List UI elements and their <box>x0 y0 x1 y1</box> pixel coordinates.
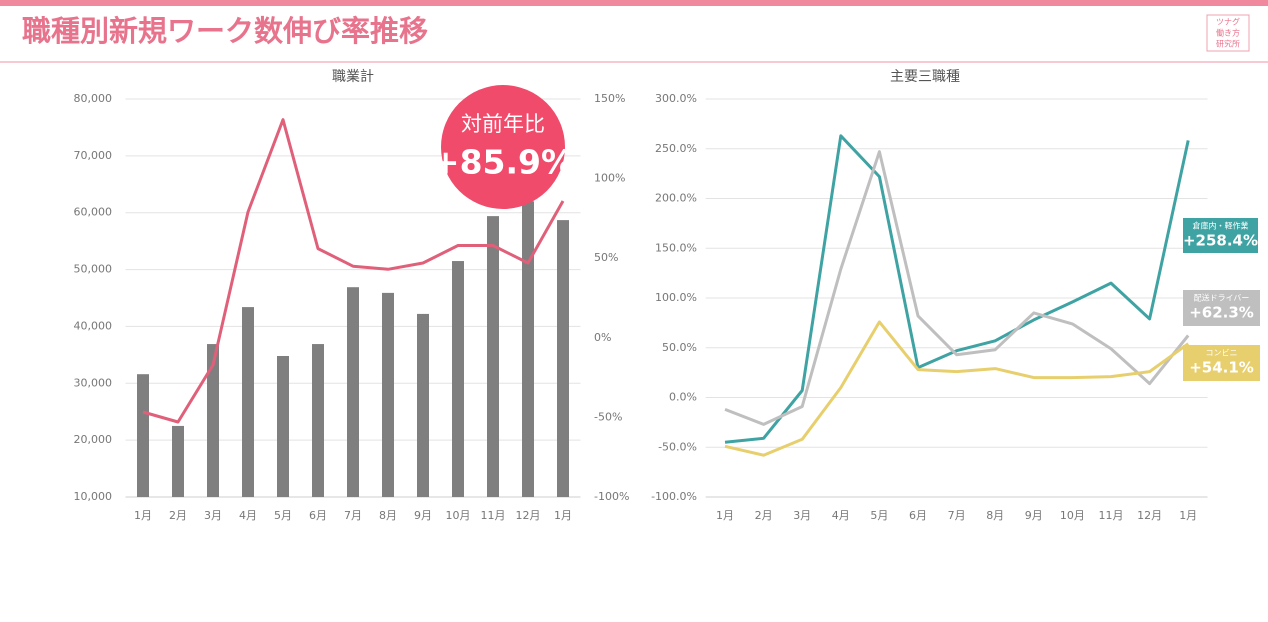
value-label: +62.3% <box>1189 304 1254 322</box>
x-tick-label: 1月 <box>134 509 152 522</box>
y-tick-label: 0.0% <box>669 391 697 404</box>
y-tick-label: 40,000 <box>74 319 113 332</box>
y-tick-label: 60,000 <box>74 206 113 219</box>
x-tick-label: 9月 <box>414 509 432 522</box>
x-tick-label: 1月 <box>716 509 734 522</box>
bar <box>417 313 429 497</box>
logo-box <box>1206 14 1250 52</box>
x-tick-label: 2月 <box>169 509 187 522</box>
x-tick-label: 2月 <box>755 509 773 522</box>
x-tick-label: 3月 <box>204 509 222 522</box>
bar <box>487 216 499 497</box>
y-tick-label: 70,000 <box>74 149 113 162</box>
value-label: +54.1% <box>1189 359 1254 377</box>
badge <box>441 85 565 209</box>
y-tick-label: -50.0% <box>658 440 697 453</box>
y-tick-label: 250.0% <box>655 142 697 155</box>
x-tick-label: 8月 <box>379 509 397 522</box>
x-tick-label: 11月 <box>481 509 506 522</box>
y2-tick-label: 100% <box>594 172 625 185</box>
x-tick-label: 10月 <box>1060 509 1085 522</box>
logo-text: ツナグ <box>1216 17 1240 27</box>
x-tick-label: 7月 <box>948 509 966 522</box>
y2-tick-label: -50% <box>594 410 622 423</box>
x-tick-label: 6月 <box>309 509 327 522</box>
y2-tick-label: 150% <box>594 92 625 105</box>
value-label: +258.4% <box>1183 232 1258 250</box>
bar <box>137 374 149 497</box>
bar <box>522 201 534 498</box>
y-tick-label: 20,000 <box>74 433 113 446</box>
y-tick-label: 80,000 <box>74 92 113 105</box>
bar <box>347 287 359 497</box>
y2-tick-label: -100% <box>594 490 629 503</box>
x-tick-label: 6月 <box>909 509 927 522</box>
series-name: コンビニ <box>1206 349 1238 358</box>
x-tick-label: 12月 <box>516 509 541 522</box>
bar <box>452 261 464 497</box>
x-tick-label: 1月 <box>1179 509 1197 522</box>
x-tick-label: 1月 <box>554 509 572 522</box>
chart-title: 主要三職種 <box>890 69 960 85</box>
bar <box>242 307 254 497</box>
page-title: 職種別新規ワーク数伸び率推移 <box>22 14 428 48</box>
value-label: +85.9% <box>432 143 574 182</box>
x-tick-label: 4月 <box>832 509 850 522</box>
bar <box>172 425 184 497</box>
line-series <box>142 118 565 424</box>
logo-text: 働き方 <box>1216 28 1240 38</box>
x-tick-label: 9月 <box>1025 509 1043 522</box>
badge-caption: 対前年比 <box>461 112 545 136</box>
y2-tick-label: 0% <box>594 331 611 344</box>
y-tick-label: 50.0% <box>662 341 697 354</box>
y-tick-label: 10,000 <box>74 490 113 503</box>
y-tick-label: 150.0% <box>655 241 697 254</box>
series-name: 倉庫内・軽作業 <box>1193 221 1249 231</box>
chart-title: 職業計 <box>332 69 374 85</box>
line-series <box>724 320 1190 457</box>
x-tick-label: 12月 <box>1137 509 1162 522</box>
bar <box>207 344 219 497</box>
line-series <box>724 134 1190 444</box>
x-tick-label: 5月 <box>870 509 888 522</box>
x-tick-label: 10月 <box>446 509 471 522</box>
label-box <box>1183 218 1258 253</box>
top-bar <box>0 0 1268 6</box>
y-tick-label: 200.0% <box>655 192 697 205</box>
label-box <box>1183 345 1260 381</box>
x-tick-label: 3月 <box>793 509 811 522</box>
logo-text: 研究所 <box>1216 39 1240 49</box>
bar <box>557 220 569 497</box>
x-tick-label: 11月 <box>1099 509 1124 522</box>
y-tick-label: 50,000 <box>74 263 113 276</box>
series-name: 配送ドライバー <box>1194 293 1250 303</box>
x-tick-label: 8月 <box>986 509 1004 522</box>
x-tick-label: 4月 <box>239 509 257 522</box>
y-tick-label: 30,000 <box>74 376 113 389</box>
x-tick-label: 5月 <box>274 509 292 522</box>
bar <box>277 355 289 497</box>
bar <box>312 344 324 497</box>
y2-tick-label: 50% <box>594 251 618 264</box>
y-tick-label: 300.0% <box>655 92 697 105</box>
bar <box>382 292 394 497</box>
line-series <box>724 150 1190 426</box>
label-box <box>1183 290 1260 326</box>
y-tick-label: -100.0% <box>651 490 697 503</box>
y-tick-label: 100.0% <box>655 291 697 304</box>
x-tick-label: 7月 <box>344 509 362 522</box>
